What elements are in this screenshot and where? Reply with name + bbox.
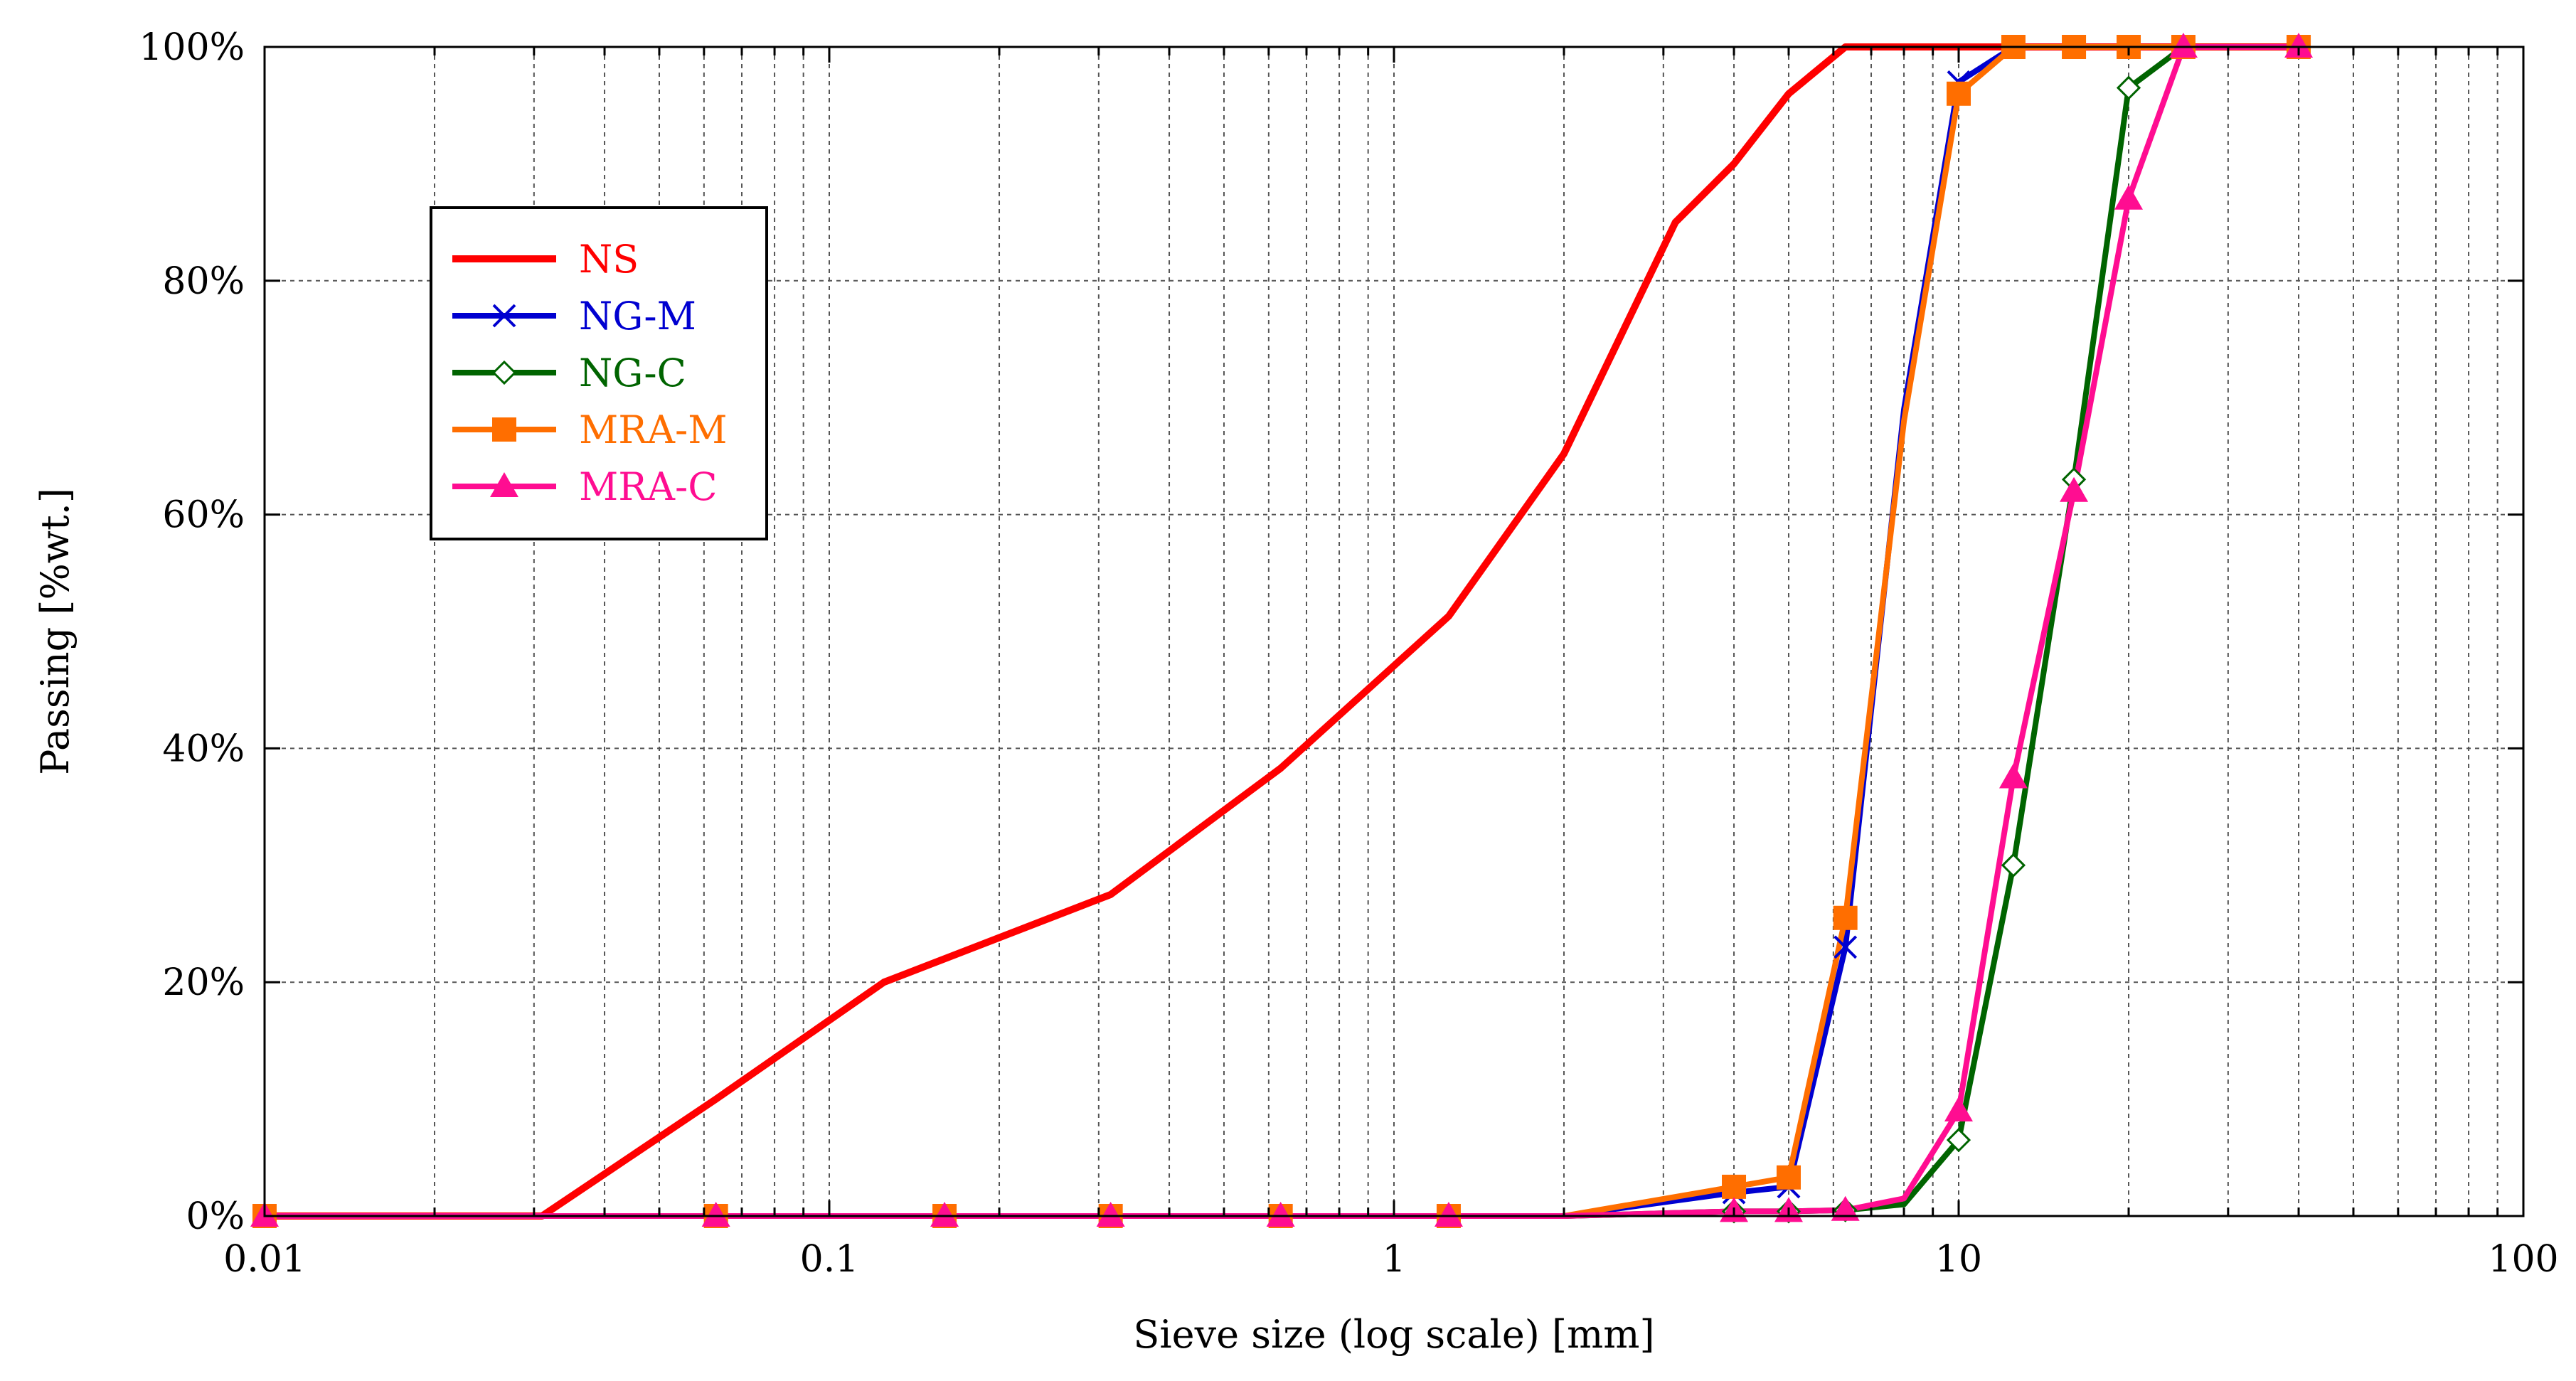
marker-ng-m [1833,935,1858,959]
legend-label-mra-c: MRA-C [579,464,718,509]
legend-label-ns: NS [579,237,639,282]
marker-ng-c [2001,853,2026,878]
x-tick-label: 0.01 [223,1238,306,1281]
legend-marker-ng-m [492,304,516,328]
y-tick-label: 100% [139,26,245,69]
legend-marker-mra-m [492,417,516,442]
marker-mra-c [1096,1202,1125,1227]
marker-ng-c [2116,75,2141,100]
marker-mra-c [1944,1097,1973,1122]
x-tick-label: 0.1 [800,1238,859,1281]
marker-mra-c [2284,33,2314,58]
marker-mra-c [1266,1202,1295,1227]
grid [265,47,2523,1216]
legend: NS NG-M NG-C MRA-M MRA-C [430,206,768,540]
marker-mra-m [1722,1174,1747,1199]
x-tick-label: 10 [1935,1238,1982,1281]
legend-marker-mra-c [490,472,518,497]
y-tick-label: 20% [162,961,245,1004]
y-tick-label: 0% [186,1195,245,1238]
marker-mra-c [1831,1195,1860,1221]
marker-mra-c [2060,476,2089,502]
marker-mra-c [2114,184,2144,210]
marker-mra-m [1776,1165,1801,1190]
marker-mra-c [2168,33,2198,58]
marker-ng-c [1946,1128,1971,1153]
marker-mra-c [701,1202,730,1227]
legend-marker-ng-m-stroke [492,304,516,328]
marker-mra-m [1833,905,1858,930]
legend-label-ng-c: NG-C [579,351,686,395]
y-tick-label: 40% [162,727,245,770]
marker-ng-m-stroke [1833,935,1858,959]
y-axis-title: Passing [%wt.] [33,488,78,775]
marker-mra-c [930,1202,959,1227]
marker-mra-c [1998,763,2028,789]
y-tick-label: 80% [162,260,245,303]
y-tick-label: 60% [162,494,245,537]
x-axis-title: Sieve size (log scale) [mm] [1133,1312,1654,1357]
legend-label-mra-m: MRA-M [579,407,728,452]
axis-ticks: 0.01 0.1 1 10 100 0% 20% 40% 60% 80% 100% [139,26,2558,1281]
legend-marker-ng-c [491,360,517,385]
x-tick-label: 100 [2488,1238,2558,1281]
legend-label-ng-m: NG-M [579,294,696,338]
marker-mra-c [1434,1202,1463,1227]
x-tick-label: 1 [1382,1238,1405,1281]
marker-mra-m [1947,81,1971,106]
